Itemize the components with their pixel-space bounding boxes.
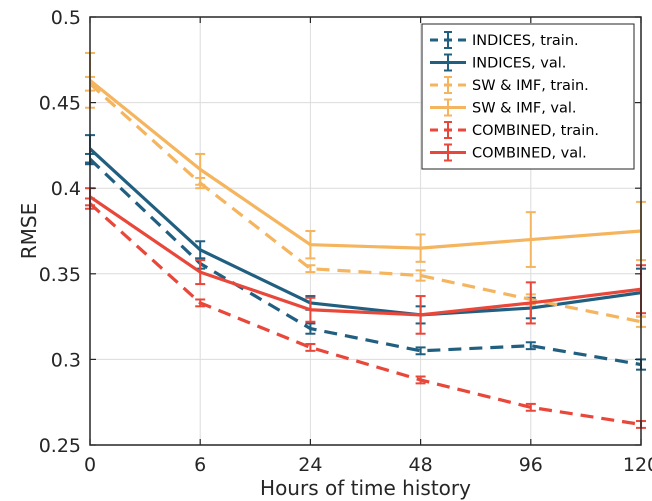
legend: INDICES, train. INDICES, val. SW & IMF, tr… xyxy=(421,23,635,170)
error-bar xyxy=(525,402,536,412)
series-4 xyxy=(85,197,646,429)
series-layer xyxy=(85,51,646,429)
tick-labels: 0 6 24 48 96 120 0.25 0.3 0.35 0.4 0.45 0.5 xyxy=(39,7,652,476)
error-bar xyxy=(415,295,426,335)
error-bar xyxy=(415,375,426,385)
y-tick-label: 0.4 xyxy=(51,178,81,200)
error-bar xyxy=(525,211,536,268)
legend-box xyxy=(421,23,635,170)
error-bar xyxy=(415,233,426,263)
series-line xyxy=(88,79,642,250)
legend-item: COMBINED, val. xyxy=(430,143,587,162)
legend-item: INDICES, val. xyxy=(430,53,566,72)
x-tick-label: 24 xyxy=(298,454,322,476)
series-line xyxy=(88,157,642,367)
series-line xyxy=(88,82,642,324)
error-bar xyxy=(195,240,206,260)
legend-item: SW & IMF, val. xyxy=(430,98,577,117)
x-tick-label: 120 xyxy=(623,454,652,476)
plot-frame xyxy=(89,16,642,446)
error-bar xyxy=(525,281,536,325)
error-bar xyxy=(195,152,206,186)
legend-label: INDICES, val. xyxy=(472,56,566,72)
x-tick-label: 0 xyxy=(84,454,96,476)
y-tick-label: 0.25 xyxy=(39,435,81,457)
legend-label: INDICES, train. xyxy=(472,33,579,49)
series-line xyxy=(89,195,642,317)
x-tick-label: 96 xyxy=(519,454,543,476)
legend-label: SW & IMF, train. xyxy=(472,78,589,94)
error-bar xyxy=(195,298,206,308)
legend-label: COMBINED, train. xyxy=(472,123,599,139)
series-line xyxy=(88,147,642,317)
error-bar xyxy=(195,259,206,286)
series-line xyxy=(88,202,642,427)
legend-label: SW & IMF, val. xyxy=(472,101,577,117)
error-bar xyxy=(305,264,316,274)
y-axis-label: RMSE xyxy=(17,203,41,259)
y-tick-label: 0.45 xyxy=(39,93,81,115)
y-tick-label: 0.35 xyxy=(39,264,81,286)
error-bar xyxy=(305,230,316,260)
y-tick-label: 0.3 xyxy=(51,349,81,371)
error-bar xyxy=(525,341,536,351)
error-bar xyxy=(415,269,426,282)
x-tick-label: 48 xyxy=(409,454,433,476)
x-axis-label: Hours of time history xyxy=(260,476,471,500)
legend-item: INDICES, train. xyxy=(430,31,579,49)
x-tick-label: 6 xyxy=(194,454,206,476)
legend-item: COMBINED, train. xyxy=(430,121,599,139)
error-bar xyxy=(305,296,316,323)
legend-label: COMBINED, val. xyxy=(472,146,587,162)
error-bar xyxy=(305,342,316,352)
y-tick-label: 0.5 xyxy=(51,7,81,29)
error-bar xyxy=(415,346,426,356)
error-bar xyxy=(305,322,316,335)
ticks xyxy=(89,16,642,446)
legend-item: SW & IMF, train. xyxy=(430,76,589,94)
